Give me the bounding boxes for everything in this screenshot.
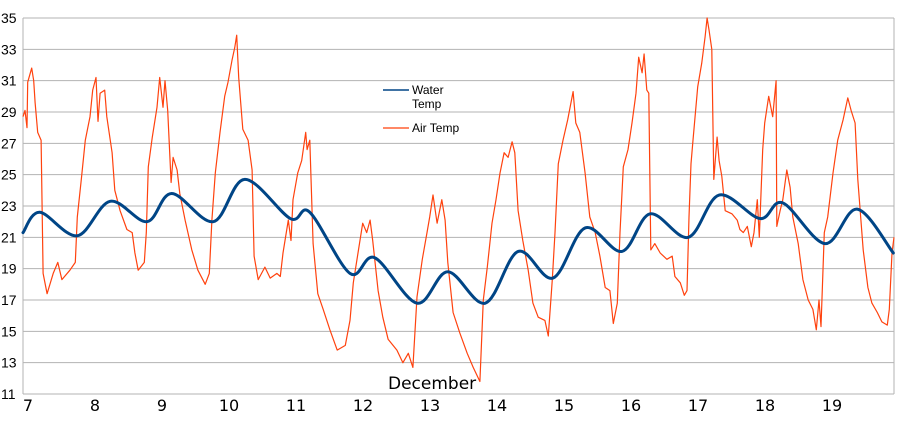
y-tick-label: 29: [1, 104, 17, 120]
x-tick-label: 11: [286, 396, 306, 415]
x-tick-label: 17: [688, 396, 708, 415]
y-axis-ticks: 11 13 15 17 19 21 23 25 27 29 31 33 35: [1, 10, 17, 402]
legend-label-water-line1: Water: [412, 83, 444, 97]
x-tick-label: 15: [554, 396, 574, 415]
series-line-water-temp: [21, 177, 895, 305]
y-tick-label: 11: [1, 386, 16, 402]
y-tick-label: 13: [1, 355, 17, 371]
y-tick-label: 35: [1, 10, 17, 26]
y-tick-label: 21: [1, 229, 17, 245]
y-tick-label: 17: [1, 292, 17, 308]
y-tick-label: 31: [1, 73, 17, 89]
x-tick-label: 18: [755, 396, 775, 415]
x-tick-label: 9: [157, 396, 167, 415]
x-tick-label: 19: [822, 396, 842, 415]
x-tick-label: 7: [23, 396, 33, 415]
series-group: [21, 17, 895, 383]
x-tick-label: 12: [353, 396, 373, 415]
y-tick-label: 23: [1, 198, 17, 214]
y-tick-label: 15: [1, 323, 17, 339]
legend: Water Temp Air Temp: [383, 83, 459, 135]
y-tick-label: 25: [1, 167, 17, 183]
y-tick-label: 27: [1, 135, 17, 151]
legend-label-air: Air Temp: [412, 121, 459, 135]
x-tick-label: 13: [420, 396, 440, 415]
x-tick-label: 8: [90, 396, 100, 415]
x-tick-label: 16: [621, 396, 641, 415]
x-axis-ticks: 7 8 9 10 11 12 13 14 15 16 17 18 19: [23, 396, 842, 415]
x-tick-label: 14: [487, 396, 507, 415]
gridlines: [23, 17, 894, 395]
x-tick-label: 10: [219, 396, 239, 415]
y-tick-label: 19: [1, 261, 17, 277]
legend-label-water-line2: Temp: [412, 97, 442, 111]
series-line-air-temp: [22, 17, 895, 383]
x-axis-label: December: [388, 374, 476, 394]
y-tick-label: 33: [1, 41, 17, 57]
